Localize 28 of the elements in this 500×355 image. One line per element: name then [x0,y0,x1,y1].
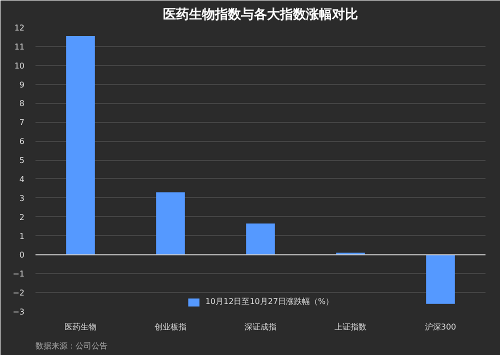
bar [246,223,275,255]
y-tick-label: −2 [12,288,25,298]
x-tick-label: 创业板指 [154,322,186,332]
bar [66,36,95,255]
x-tick-label: 上证指数 [334,322,366,332]
y-tick-label: 2 [19,212,25,222]
chart-title: 医药生物指数与各大指数涨幅对比 [163,6,358,22]
source-note: 数据来源：公司公告 [36,342,108,350]
y-tick-label: 9 [19,80,25,90]
x-tick-label: 沪深300 [424,322,456,332]
y-tick-label: 3 [19,194,25,203]
y-tick-label: 4 [19,174,25,184]
y-tick-label: 6 [19,137,25,146]
bar [156,192,185,255]
y-tick-label: 12 [14,24,25,32]
y-tick-label: 8 [19,99,25,108]
bar [426,254,455,304]
y-tick-label: 10 [14,61,25,70]
y-tick-label: −1 [12,270,25,279]
legend-label: 10月12日至10月27日涨跌幅（%） [205,296,334,307]
y-tick-label: 5 [19,156,25,166]
y-tick-label: −3 [12,308,25,316]
x-tick-label: 医药生物 [64,322,96,332]
y-tick-label: 1 [19,232,25,241]
y-tick-label: 0 [19,250,25,260]
x-tick-label: 深证成指 [244,322,276,332]
y-tick-label: 11 [14,42,25,52]
y-tick-label: 7 [19,118,25,128]
